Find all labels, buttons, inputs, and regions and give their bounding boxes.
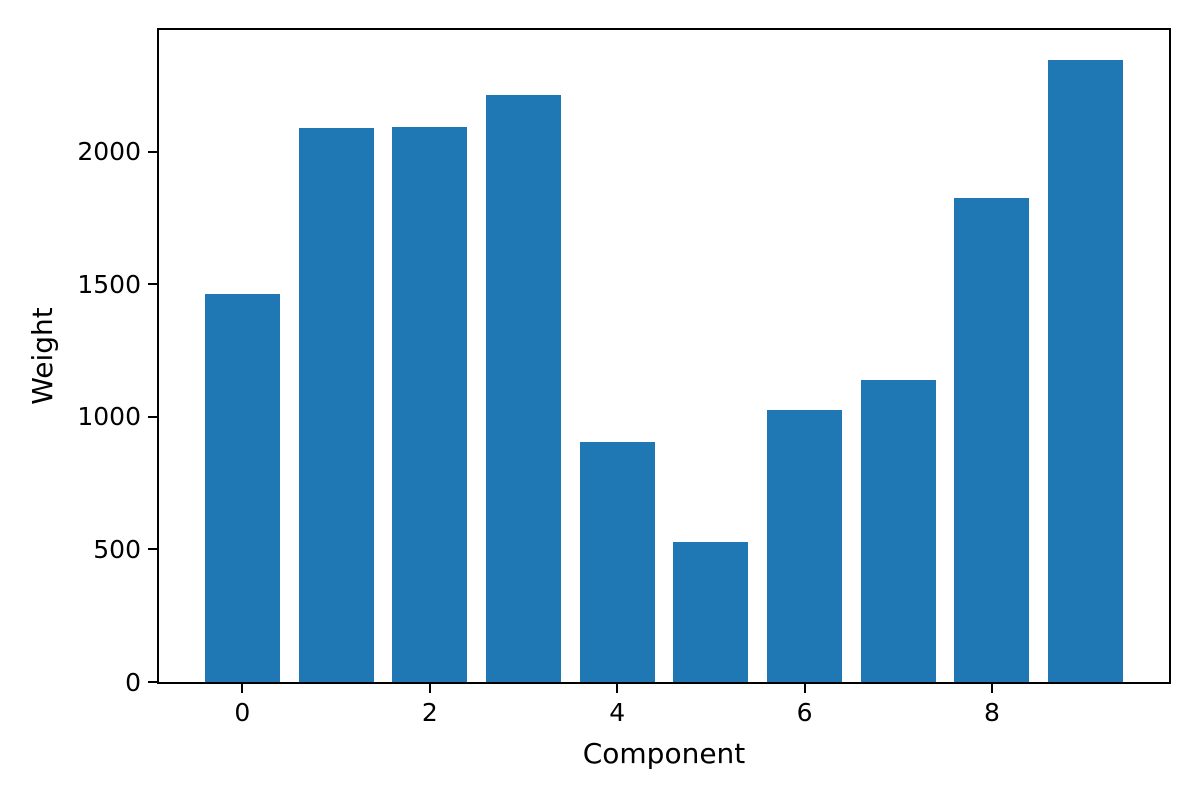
bar-2: [392, 126, 468, 682]
y-tick-mark-500: [148, 548, 157, 551]
x-tick-mark-4: [616, 684, 619, 693]
x-tick-mark-0: [241, 684, 244, 693]
bar-4: [579, 442, 655, 682]
y-tick-label-0: 0: [125, 667, 141, 697]
bar-3: [485, 94, 561, 682]
bar-1: [298, 128, 374, 682]
y-tick-mark-1000: [148, 415, 157, 418]
bar-7: [860, 379, 936, 682]
y-tick-mark-2000: [148, 150, 157, 153]
x-tick-mark-6: [803, 684, 806, 693]
bar-9: [1048, 60, 1124, 682]
y-tick-label-500: 500: [93, 534, 141, 564]
y-axis-label: Weight: [26, 307, 59, 405]
y-tick-mark-0: [148, 681, 157, 683]
x-tick-label-4: 4: [609, 698, 626, 727]
bar-6: [767, 410, 842, 682]
x-tick-mark-2: [428, 684, 431, 693]
y-tick-label-2000: 2000: [77, 137, 141, 167]
bar-0: [204, 293, 280, 682]
x-tick-label-6: 6: [796, 698, 813, 727]
bar-8: [954, 198, 1030, 682]
bar-5: [673, 541, 749, 682]
y-tick-label-1000: 1000: [77, 402, 141, 432]
x-tick-label-8: 8: [983, 698, 1000, 727]
plot-area: [157, 28, 1171, 684]
x-tick-mark-8: [990, 684, 993, 693]
y-tick-label-1500: 1500: [77, 269, 141, 299]
x-tick-label-0: 0: [234, 698, 251, 727]
x-tick-label-2: 2: [421, 698, 438, 727]
y-tick-mark-1500: [148, 283, 157, 286]
x-axis-label: Component: [582, 737, 746, 770]
